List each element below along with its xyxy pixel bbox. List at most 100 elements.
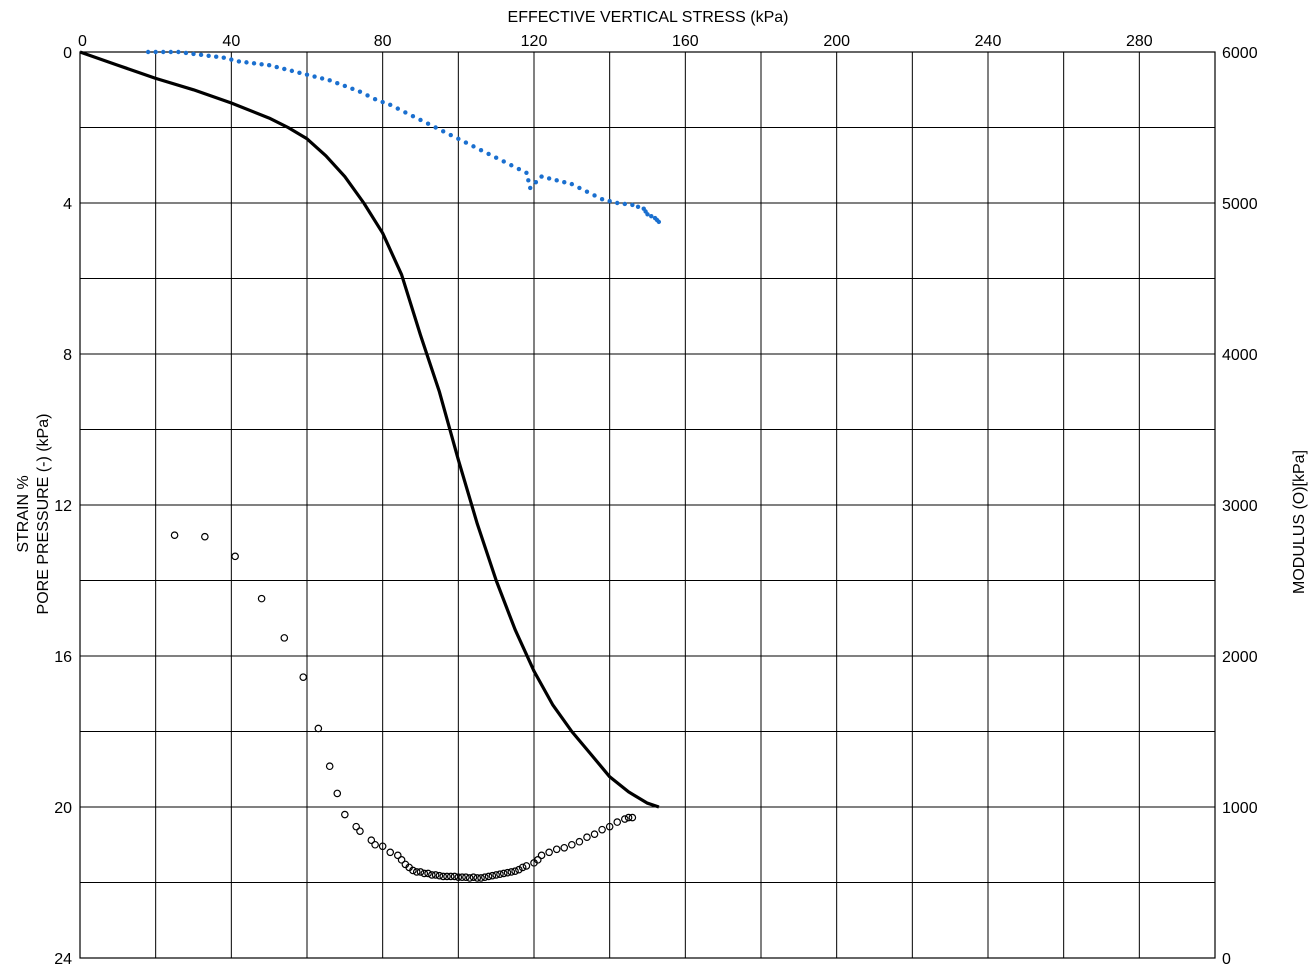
modulus-point bbox=[560, 843, 569, 852]
pore-pressure-point bbox=[448, 132, 453, 138]
pore-pressure-point bbox=[319, 76, 325, 81]
modulus-point bbox=[507, 868, 516, 876]
y-left-label-pore-pressure: PORE PRESSURE (-) (kPa) bbox=[35, 414, 52, 615]
pore-pressure-point bbox=[501, 159, 506, 164]
x-tick-label: 240 bbox=[975, 33, 1002, 50]
pore-pressure-point bbox=[425, 121, 431, 126]
modulus-point bbox=[431, 871, 440, 879]
pore-pressure-point bbox=[191, 51, 196, 57]
modulus-point bbox=[518, 863, 527, 872]
pore-pressure-point bbox=[410, 113, 416, 119]
modulus-point bbox=[454, 873, 463, 882]
pore-pressure-point bbox=[229, 57, 234, 62]
modulus-point bbox=[533, 856, 542, 864]
pore-pressure-point bbox=[297, 70, 302, 75]
x-tick-label: 120 bbox=[521, 33, 548, 50]
pore-pressure-point bbox=[350, 86, 355, 92]
pore-pressure-point bbox=[463, 140, 469, 145]
y-left-tick-label: 24 bbox=[54, 951, 72, 968]
modulus-point bbox=[503, 868, 512, 877]
modulus-point bbox=[412, 868, 421, 876]
x-tick-label: 200 bbox=[823, 33, 850, 50]
modulus-point bbox=[496, 870, 504, 878]
y-right-tick-label: 4000 bbox=[1222, 347, 1258, 364]
modulus-point bbox=[620, 815, 629, 823]
pore-pressure-point bbox=[493, 155, 499, 160]
pore-pressure-point bbox=[622, 201, 627, 207]
modulus-point bbox=[420, 869, 429, 878]
y-left-tick-label: 20 bbox=[54, 800, 72, 817]
pore-pressure-point bbox=[656, 219, 662, 225]
modulus-point bbox=[575, 837, 584, 846]
pore-pressure-point bbox=[471, 144, 476, 149]
pore-pressure-point bbox=[304, 72, 310, 77]
pore-pressure-point bbox=[635, 204, 641, 209]
modulus-point bbox=[439, 872, 448, 881]
pore-pressure-point bbox=[533, 180, 539, 185]
x-tick-label: 40 bbox=[222, 33, 240, 50]
modulus-point bbox=[231, 552, 239, 561]
modulus-point bbox=[367, 836, 376, 845]
pore-pressure-point bbox=[198, 52, 204, 58]
pore-pressure-point bbox=[244, 60, 249, 65]
series-strain bbox=[79, 50, 660, 809]
modulus-point bbox=[484, 872, 493, 881]
modulus-point bbox=[352, 822, 360, 831]
pore-pressure-point bbox=[395, 106, 400, 111]
modulus-point bbox=[481, 873, 489, 882]
pore-pressure-point bbox=[145, 49, 151, 55]
y-right-label-modulus: MODULUS (O)[kPa] bbox=[1291, 450, 1308, 594]
pore-pressure-point bbox=[645, 212, 650, 217]
modulus-point bbox=[386, 848, 395, 857]
pore-pressure-point bbox=[478, 147, 484, 153]
pore-pressure-point bbox=[274, 64, 279, 70]
pore-pressure-point bbox=[183, 50, 189, 56]
modulus-point bbox=[583, 833, 591, 842]
modulus-point bbox=[522, 862, 531, 870]
modulus-point bbox=[435, 871, 444, 880]
pore-pressure-point bbox=[403, 110, 408, 115]
modulus-point bbox=[325, 762, 334, 771]
pore-pressure-point bbox=[524, 170, 529, 175]
y-right-tick-label: 6000 bbox=[1222, 45, 1258, 62]
modulus-point bbox=[465, 874, 474, 882]
pore-pressure-point bbox=[342, 83, 348, 89]
modulus-point bbox=[299, 673, 308, 681]
x-tick-label: 0 bbox=[78, 33, 87, 50]
pore-pressure-point bbox=[206, 53, 211, 58]
pore-pressure-point bbox=[554, 178, 559, 183]
y-right-tick-label: 2000 bbox=[1222, 649, 1258, 666]
y-left-tick-label: 4 bbox=[63, 196, 72, 213]
y-right-tick-label: 5000 bbox=[1222, 196, 1258, 213]
pore-pressure-point bbox=[221, 55, 226, 60]
pore-pressure-point bbox=[357, 89, 363, 94]
modulus-point bbox=[492, 871, 500, 879]
modulus-point bbox=[568, 840, 576, 849]
modulus-point bbox=[605, 822, 614, 831]
modulus-point bbox=[598, 825, 606, 834]
pore-pressure-point bbox=[607, 198, 612, 204]
modulus-point bbox=[537, 851, 546, 860]
pore-pressure-point bbox=[365, 93, 370, 98]
modulus-point bbox=[545, 848, 553, 857]
pore-pressure-point bbox=[509, 163, 514, 168]
pore-pressure-point bbox=[599, 197, 605, 202]
pore-pressure-point bbox=[236, 59, 242, 64]
modulus-point bbox=[511, 867, 519, 875]
x-tick-label: 80 bbox=[374, 33, 392, 50]
modulus-point bbox=[488, 871, 497, 880]
modulus-point bbox=[613, 818, 622, 826]
pore-pressure-point bbox=[539, 174, 544, 179]
x-axis-title: EFFECTIVE VERTICAL STRESS (kPa) bbox=[508, 9, 789, 26]
pore-pressure-point bbox=[441, 129, 446, 134]
modulus-point bbox=[446, 872, 455, 881]
pore-pressure-point bbox=[569, 181, 575, 187]
y-right-tick-label: 0 bbox=[1222, 951, 1231, 968]
series-pore_pressure bbox=[145, 49, 662, 225]
modulus-point bbox=[341, 810, 349, 819]
y-left-tick-label: 8 bbox=[63, 347, 72, 364]
pore-pressure-point bbox=[327, 78, 332, 83]
y-left-tick-label: 12 bbox=[54, 498, 72, 515]
